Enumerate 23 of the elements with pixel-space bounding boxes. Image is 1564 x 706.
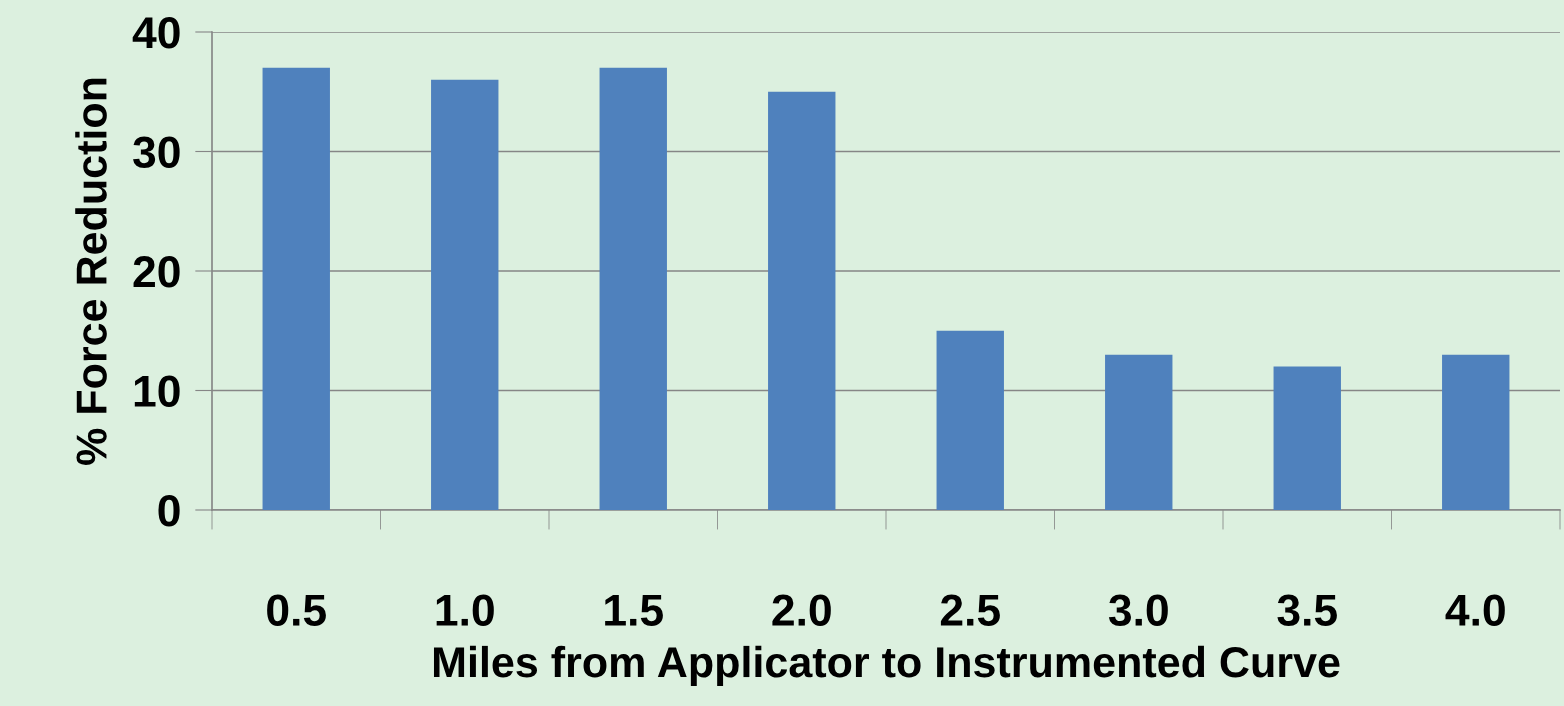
bar (936, 330, 1004, 510)
bar (1442, 354, 1510, 510)
bar (1273, 366, 1341, 510)
y-tick-label: 30 (133, 136, 180, 169)
bar (599, 67, 667, 510)
y-tick-label: 40 (132, 17, 180, 49)
x-tick-label: 2.5 (940, 594, 1000, 626)
x-tick-label: 0.5 (267, 594, 326, 626)
x-tick-label: 3.5 (1277, 594, 1337, 627)
x-tick-label: 1.0 (436, 594, 494, 626)
bar (431, 79, 499, 510)
x-tick-label: 1.5 (605, 594, 663, 626)
bar (1105, 354, 1173, 510)
x-tick-label: 4.0 (1445, 594, 1505, 626)
x-tick-label: 2.0 (772, 594, 831, 626)
y-axis-title: % Force Reduction (75, 78, 107, 465)
x-tick-label: 3.0 (1108, 594, 1168, 627)
y-tick-label: 20 (133, 256, 180, 288)
x-axis-title: Miles from Applicator to Instrumented Curve (433, 645, 1340, 687)
bar (262, 67, 330, 510)
y-tick-label: 0 (158, 495, 180, 527)
bar (768, 91, 836, 510)
y-tick-label: 10 (134, 375, 180, 408)
